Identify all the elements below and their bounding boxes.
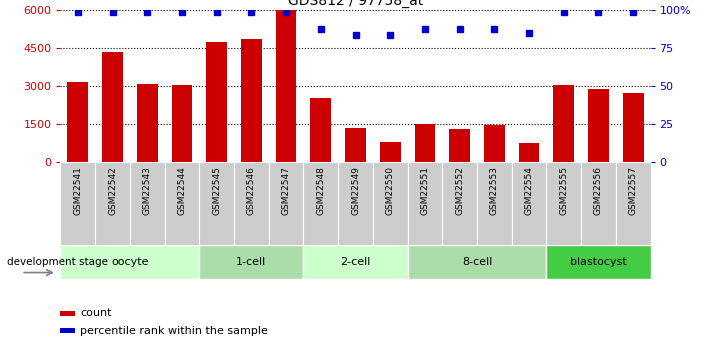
Bar [373,162,407,245]
Bar [407,245,547,279]
Text: GSM22544: GSM22544 [178,166,186,215]
Text: GSM22552: GSM22552 [455,166,464,215]
Bar [588,89,609,162]
Bar [130,162,164,245]
Text: blastocyst: blastocyst [570,257,627,267]
Bar [164,162,199,245]
Text: development stage: development stage [7,257,108,267]
Bar [241,39,262,162]
Bar [512,162,547,245]
Text: GSM22556: GSM22556 [594,166,603,215]
Bar [60,311,75,316]
Bar [171,85,193,162]
Text: GSM22553: GSM22553 [490,166,499,215]
Text: GSM22543: GSM22543 [143,166,151,215]
Text: 8-cell: 8-cell [462,257,492,267]
Text: 2-cell: 2-cell [341,257,370,267]
Bar [581,162,616,245]
Bar [206,42,227,162]
Text: GSM22541: GSM22541 [73,166,82,215]
Bar [269,162,304,245]
Bar [311,98,331,162]
Bar [484,126,505,162]
Bar [442,162,477,245]
Bar [477,162,512,245]
Text: 1-cell: 1-cell [236,257,267,267]
Bar [199,162,234,245]
Text: GSM22548: GSM22548 [316,166,326,215]
Bar [380,142,400,162]
Text: GSM22551: GSM22551 [420,166,429,215]
Bar [623,92,643,162]
Text: oocyte: oocyte [111,257,149,267]
Bar [102,52,123,162]
Bar [304,245,407,279]
Bar [616,162,651,245]
Bar [276,10,296,162]
Bar [547,245,651,279]
Bar [60,162,95,245]
Text: GSM22555: GSM22555 [560,166,568,215]
Text: GSM22545: GSM22545 [212,166,221,215]
Text: GSM22547: GSM22547 [282,166,291,215]
Text: percentile rank within the sample: percentile rank within the sample [80,326,268,336]
Bar [415,124,435,162]
Text: GSM22549: GSM22549 [351,166,360,215]
Title: GDS812 / 97758_at: GDS812 / 97758_at [288,0,423,8]
Bar [407,162,442,245]
Bar [199,245,304,279]
Text: GSM22546: GSM22546 [247,166,256,215]
Bar [68,82,88,162]
Bar [304,162,338,245]
Bar [95,162,130,245]
Bar [234,162,269,245]
Text: GSM22550: GSM22550 [385,166,395,215]
Text: GSM22554: GSM22554 [525,166,533,215]
Bar [338,162,373,245]
Bar [449,129,470,162]
Bar [553,85,574,162]
Bar [60,245,199,279]
Text: GSM22557: GSM22557 [629,166,638,215]
Text: GSM22542: GSM22542 [108,166,117,215]
Bar [547,162,581,245]
Bar [60,328,75,333]
Bar [137,84,158,162]
Bar [518,143,540,162]
Text: count: count [80,308,112,318]
Bar [345,128,366,162]
